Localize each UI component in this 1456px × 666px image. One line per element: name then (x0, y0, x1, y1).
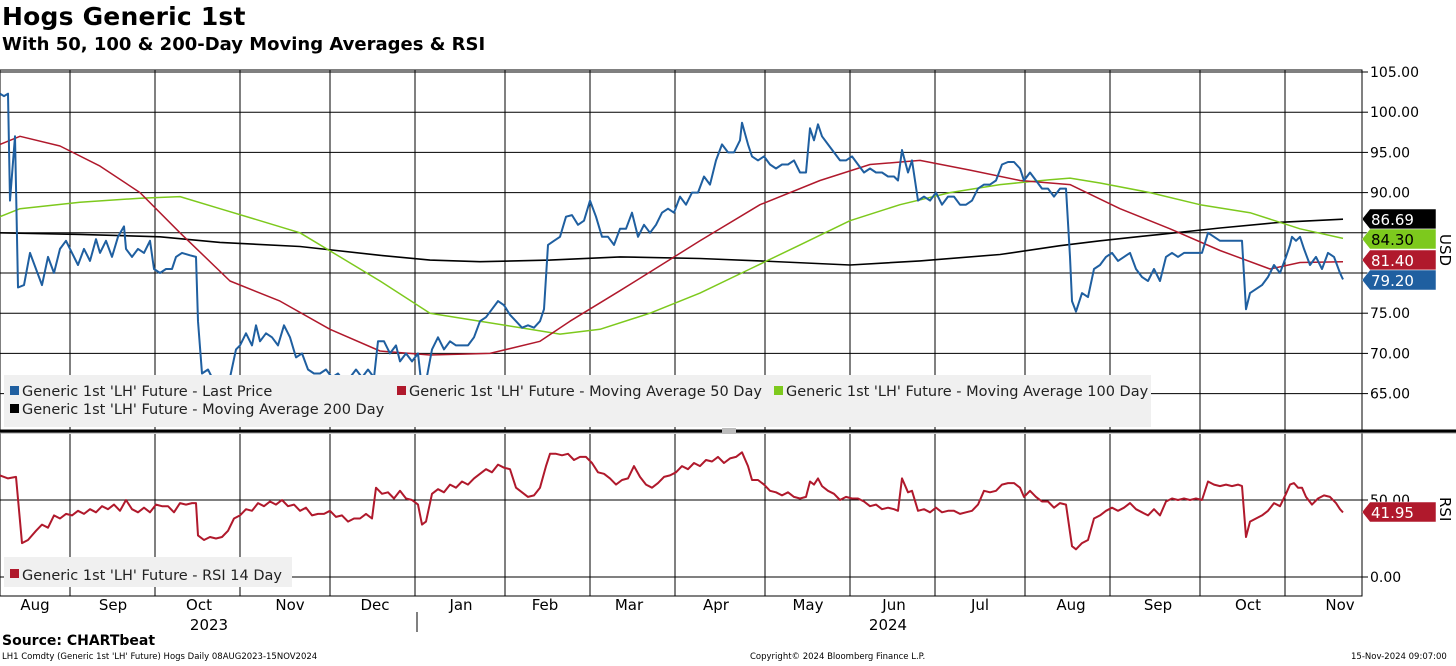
tag-last-price: 79.20 (1361, 269, 1437, 291)
legend-box-price (4, 375, 1151, 427)
legend-swatch-2 (774, 386, 783, 395)
xtick-month-15: Nov (1325, 596, 1354, 614)
legend-swatch-0 (10, 386, 19, 395)
legend-swatch-rsi (10, 569, 19, 578)
ma50-line (0, 135, 1344, 356)
chart-title: Hogs Generic 1st (2, 2, 246, 31)
ytick-price-3: 90.00 (1370, 186, 1410, 202)
xtick-month-11: Jul (970, 596, 989, 614)
xtick-month-7: Mar (615, 596, 644, 614)
tag-rsi-text: 41.95 (1371, 504, 1414, 522)
xtick-month-14: Oct (1235, 596, 1261, 614)
tag-ma50-text: 81.40 (1371, 252, 1414, 270)
tag-ma100: 84.30 (1361, 228, 1437, 250)
xtick-month-5: Jan (448, 596, 472, 614)
legend-label-1: Generic 1st 'LH' Future - Moving Average… (409, 384, 762, 400)
ytick-price-6: 75.00 (1370, 306, 1410, 322)
tag-ma100-text: 84.30 (1371, 231, 1414, 249)
xtick-month-3: Nov (275, 596, 304, 614)
xtick-month-12: Aug (1056, 596, 1085, 614)
ma200-line (0, 218, 1344, 266)
source-label: Source: CHARTbeat (2, 633, 156, 649)
legend-swatch-3 (10, 404, 19, 413)
copyright: Copyright© 2024 Bloomberg Finance L.P. (750, 652, 926, 662)
legend-swatch-1 (397, 386, 406, 395)
plot-frame (0, 69, 1363, 597)
tag-last-price-text: 79.20 (1371, 272, 1414, 290)
xtick-month-6: Feb (532, 596, 559, 614)
xtick-month-9: May (792, 596, 823, 614)
xtick-year-0: 2023 (190, 616, 228, 634)
ylabel-rsi: RSI (1436, 497, 1454, 521)
xtick-month-13: Sep (1144, 596, 1172, 614)
ytick-price-8: 65.00 (1370, 387, 1410, 403)
xtick-year-1: 2024 (869, 616, 907, 634)
tag-ma200-text: 86.69 (1371, 211, 1414, 229)
xtick-month-0: Aug (20, 596, 49, 614)
timestamp: 15-Nov-2024 09:07:00 (1351, 652, 1447, 662)
xtick-month-2: Oct (186, 596, 212, 614)
tag-ma50: 81.40 (1361, 249, 1437, 271)
xtick-month-4: Dec (360, 596, 389, 614)
ytick-price-0: 105.00 (1370, 65, 1419, 81)
xtick-month-10: Jun (881, 596, 905, 614)
panel-splitter-handle (722, 428, 736, 434)
legend-label-3: Generic 1st 'LH' Future - Moving Average… (22, 402, 385, 418)
ticker-info: LH1 Comdty (Generic 1st 'LH' Future) Hog… (2, 652, 318, 662)
tag-ma200: 86.69 (1361, 208, 1437, 230)
legend-box-rsi (4, 557, 292, 587)
ytick-rsi-1: 0.00 (1370, 570, 1401, 586)
ytick-price-7: 70.00 (1370, 346, 1410, 362)
legend-label-0: Generic 1st 'LH' Future - Last Price (22, 384, 272, 400)
xtick-month-8: Apr (703, 596, 730, 614)
ytick-price-1: 100.00 (1370, 105, 1419, 121)
last-price-line (0, 92, 1344, 391)
chart-subtitle: With 50, 100 & 200-Day Moving Averages &… (2, 34, 486, 55)
legend-label-2: Generic 1st 'LH' Future - Moving Average… (786, 384, 1149, 400)
ma100-line (0, 177, 1344, 335)
tag-rsi: 41.95 (1361, 501, 1437, 523)
xtick-month-1: Sep (99, 596, 127, 614)
legend-label-rsi: Generic 1st 'LH' Future - RSI 14 Day (22, 568, 282, 584)
rsi-line (0, 451, 1344, 551)
ytick-price-2: 95.00 (1370, 145, 1410, 161)
ylabel-usd: USD (1436, 234, 1454, 266)
